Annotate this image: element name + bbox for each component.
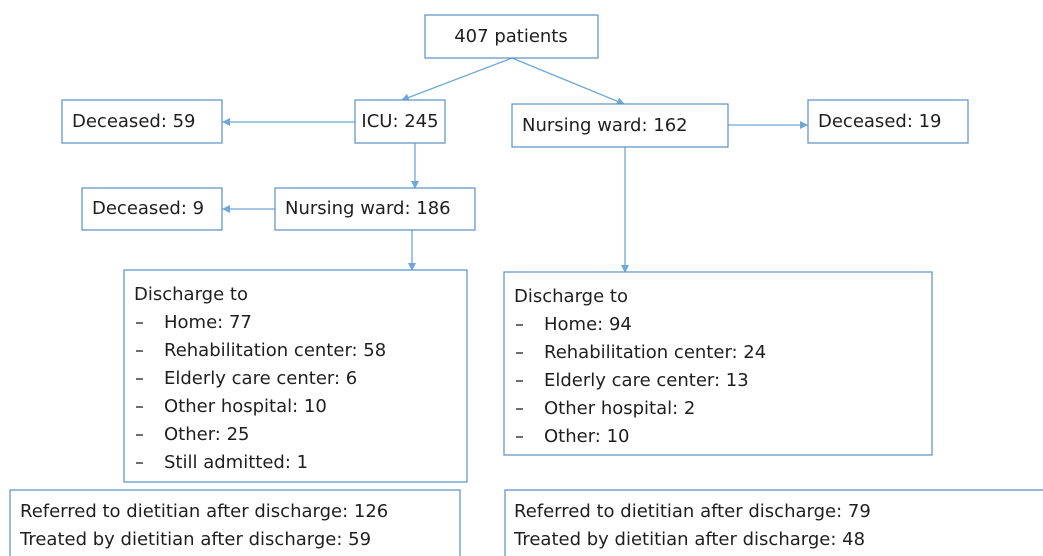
discharge-item: Other: 25	[164, 424, 249, 445]
node-label: 407 patients	[454, 26, 568, 47]
arrows	[222, 57, 808, 273]
node-label: Deceased: 59	[72, 111, 196, 132]
arrow	[401, 57, 513, 102]
discharge-item: Home: 77	[164, 312, 252, 333]
dietitian-referred: Referred to dietitian after discharge: 1…	[20, 501, 388, 522]
node-box	[81, 187, 223, 231]
arrow	[511, 57, 625, 106]
discharge-item: Elderly care center: 6	[164, 368, 357, 389]
node-label: Nursing ward: 186	[285, 198, 451, 219]
discharge-item: Home: 94	[544, 314, 632, 335]
node-label: ICU: 245	[361, 111, 438, 132]
node-box	[274, 187, 476, 231]
discharge-box	[123, 269, 468, 483]
node-box	[424, 14, 599, 59]
discharge-item: Rehabilitation center: 58	[164, 340, 386, 361]
node-label: Deceased: 9	[92, 198, 204, 219]
node-box	[61, 99, 223, 144]
discharge-item: Still admitted: 1	[164, 452, 308, 473]
lists: Discharge to Home: 77 Rehabilitation cente…	[19, 284, 871, 550]
dietitian-treated: Treated by dietitian after discharge: 59	[19, 529, 371, 550]
node-label: Nursing ward: 162	[522, 115, 688, 136]
discharge-item: Rehabilitation center: 24	[544, 342, 766, 363]
node-box	[511, 103, 729, 148]
dietitian-box	[504, 489, 1043, 556]
discharge-item: Other: 10	[544, 426, 629, 447]
dietitian-treated: Treated by dietitian after discharge: 48	[513, 529, 865, 550]
discharge-title: Discharge to	[134, 284, 248, 305]
discharge-title: Discharge to	[514, 286, 628, 307]
discharge-box	[503, 271, 933, 456]
discharge-item: Other hospital: 10	[164, 396, 327, 417]
node-box	[354, 99, 446, 144]
discharge-item: Elderly care center: 13	[544, 370, 749, 391]
node-box	[807, 99, 969, 144]
discharge-item: Other hospital: 2	[544, 398, 695, 419]
dietitian-referred: Referred to dietitian after discharge: 7…	[514, 501, 871, 522]
dietitian-box	[9, 489, 461, 556]
node-label: Deceased: 19	[818, 111, 942, 132]
